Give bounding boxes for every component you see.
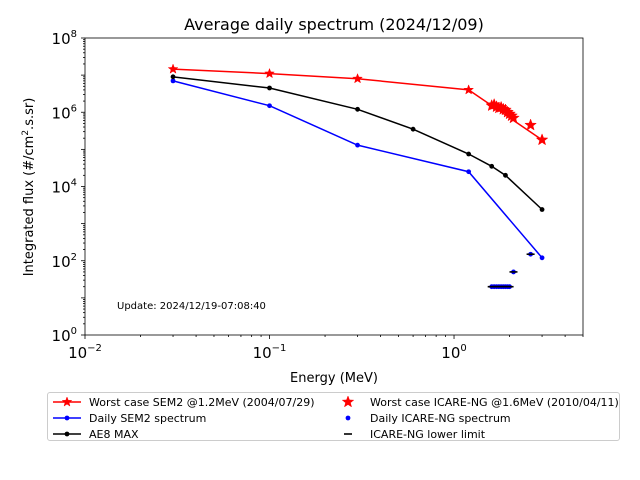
y-axis-label-sup: 2 — [21, 130, 31, 136]
legend-label: Worst case ICARE-NG @1.6MeV (2010/04/11) — [370, 396, 619, 409]
data-point — [410, 126, 416, 132]
x-tick-label: 100 — [441, 343, 466, 362]
chart-title: Average daily spectrum (2024/12/09) — [184, 15, 484, 34]
series-5 — [487, 253, 535, 288]
data-point — [489, 163, 495, 169]
data-point — [167, 63, 179, 74]
data-point — [524, 118, 537, 131]
x-tick-label-base: 10 — [68, 344, 87, 362]
x-axis-label: Energy (MeV) — [290, 371, 378, 386]
data-point — [170, 74, 176, 80]
update-annotation: Update: 2024/12/19-07:08:40 — [117, 301, 266, 312]
legend-marker — [61, 396, 73, 407]
legend-entry: Worst case ICARE-NG @1.6MeV (2010/04/11) — [341, 395, 619, 409]
plot-frame — [84, 37, 584, 336]
series-4 — [489, 251, 533, 290]
y-axis-label-tail: .s.sr) — [22, 98, 37, 130]
y-tick-label-exp: 6 — [71, 103, 77, 114]
y-tick-label-base: 10 — [52, 179, 71, 197]
y-axis-label: Integrated flux (#/cm2.s.sr) — [21, 98, 37, 277]
y-tick-label: 106 — [52, 103, 77, 122]
y-tick-label-exp: 2 — [71, 252, 77, 263]
legend-entry: AE8 MAX — [53, 428, 139, 441]
data-point — [355, 106, 360, 112]
y-tick-label-base: 10 — [52, 30, 71, 48]
series-1 — [170, 78, 545, 261]
data-point — [170, 78, 176, 84]
legend: Worst case SEM2 @1.2MeV (2004/07/29) Dail… — [47, 392, 620, 441]
y-tick-label-exp: 0 — [71, 326, 77, 337]
y-tick-label-base: 10 — [52, 104, 71, 122]
data-point — [466, 169, 472, 175]
y-axis-label-base: Integrated flux (#/cm — [22, 136, 37, 277]
data-point — [267, 103, 272, 109]
data-point — [466, 151, 472, 157]
series-line — [172, 76, 543, 211]
x-tick-label-base: 10 — [253, 344, 272, 362]
data-point — [539, 255, 545, 261]
y-tick-label-base: 10 — [52, 327, 71, 345]
series-2 — [170, 74, 545, 212]
y-tick-label-exp: 8 — [71, 29, 77, 40]
legend-marker — [64, 415, 70, 421]
x-tick-label: 10−2 — [68, 343, 102, 362]
y-tick-label: 104 — [52, 178, 77, 197]
legend-label: ICARE-NG lower limit — [370, 428, 486, 441]
data-point — [352, 73, 363, 84]
legend-marker — [64, 431, 70, 437]
legend-entry: Daily ICARE-NG spectrum — [345, 412, 511, 425]
legend-entry: Worst case SEM2 @1.2MeV (2004/07/29) — [53, 396, 314, 409]
legend-label: Worst case SEM2 @1.2MeV (2004/07/29) — [89, 396, 314, 409]
x-tick-label-base: 10 — [441, 344, 460, 362]
legend-entry: Daily SEM2 spectrum — [53, 412, 206, 425]
data-point — [463, 84, 475, 95]
y-tick-label: 100 — [52, 326, 77, 345]
legend-marker — [345, 415, 351, 421]
data-point — [267, 85, 272, 91]
data-point — [503, 172, 508, 178]
legend-label: Daily SEM2 spectrum — [89, 412, 206, 425]
legend-label: AE8 MAX — [89, 428, 139, 441]
x-tick-label-exp: −2 — [87, 343, 102, 354]
x-tick-label-exp: 0 — [460, 343, 466, 354]
y-tick-label: 102 — [52, 252, 77, 271]
y-tick-label: 108 — [52, 29, 77, 48]
data-point — [535, 133, 549, 146]
legend-marker — [341, 395, 355, 408]
x-tick-label: 10−1 — [253, 343, 287, 362]
y-tick-label-exp: 4 — [71, 178, 77, 189]
data-point — [507, 111, 520, 124]
legend-entry: ICARE-NG lower limit — [344, 428, 486, 441]
series-3 — [485, 97, 549, 146]
data-point — [264, 67, 275, 79]
legend-label: Daily ICARE-NG spectrum — [370, 412, 511, 425]
data-point — [539, 207, 545, 212]
data-point — [355, 142, 360, 148]
legend-entries: Worst case SEM2 @1.2MeV (2004/07/29) Dail… — [53, 395, 619, 441]
y-tick-label-base: 10 — [52, 253, 71, 271]
x-tick-label-exp: −1 — [272, 343, 287, 354]
